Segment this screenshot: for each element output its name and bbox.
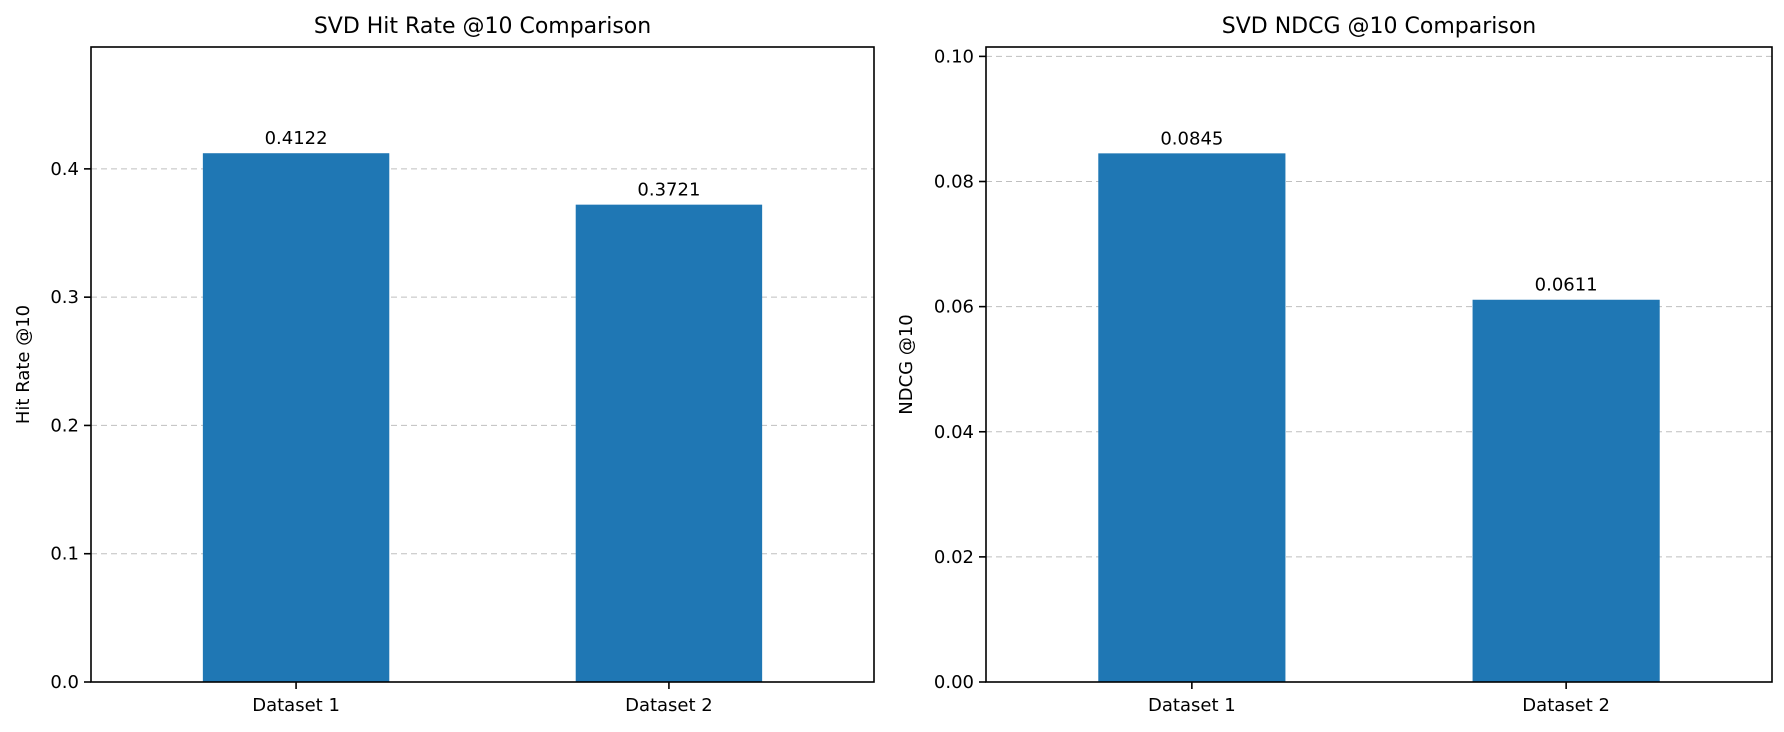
- chart2-ytick-label: 0.10: [934, 46, 974, 67]
- chart2-ytick-label: 0.04: [934, 422, 974, 443]
- chart1-data-label: 0.4122: [265, 128, 328, 149]
- chart2-data-label: 0.0845: [1160, 128, 1223, 149]
- chart2-ytick-label: 0.06: [934, 297, 974, 318]
- chart1-xtick-label: Dataset 2: [625, 695, 713, 716]
- chart2-ytick-label: 0.08: [934, 172, 974, 193]
- chart1-ytick-label: 0.1: [50, 544, 79, 565]
- chart2-ylabel: NDCG @10: [896, 314, 917, 414]
- chart2-axes-frame: [985, 46, 1773, 683]
- chart1-bar: [575, 204, 763, 682]
- chart2-data-label: 0.0611: [1535, 275, 1598, 296]
- chart1-xtick-label: Dataset 1: [252, 695, 340, 716]
- chart1-axes-frame: [90, 46, 875, 683]
- chart1-ytick-label: 0.0: [50, 672, 79, 693]
- chart2-title: SVD NDCG @10 Comparison: [1222, 14, 1536, 39]
- chart2-xtick-label: Dataset 1: [1148, 695, 1236, 716]
- chart2-bar: [1472, 299, 1660, 682]
- chart2-bar: [1098, 153, 1286, 682]
- chart1-title: SVD Hit Rate @10 Comparison: [314, 14, 651, 39]
- chart1-ytick-label: 0.3: [50, 287, 79, 308]
- chart2-xtick-label: Dataset 2: [1522, 695, 1610, 716]
- chart1-data-label: 0.3721: [637, 180, 700, 201]
- chart1-ytick-label: 0.2: [50, 415, 79, 436]
- chart2-ytick-label: 0.00: [934, 672, 974, 693]
- chart2-ytick-label: 0.02: [934, 547, 974, 568]
- chart1-bar: [202, 153, 390, 682]
- chart1-ylabel: Hit Rate @10: [13, 305, 34, 424]
- chart1-ytick-label: 0.4: [50, 159, 79, 180]
